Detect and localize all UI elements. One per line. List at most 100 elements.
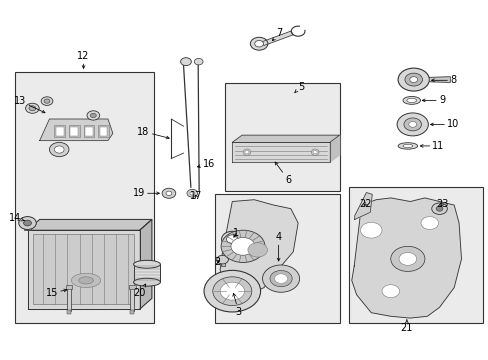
Ellipse shape [243,149,250,156]
Circle shape [162,188,175,198]
Bar [67,288,71,311]
Text: 14: 14 [9,213,24,222]
Bar [67,310,71,314]
Circle shape [44,99,50,103]
Bar [215,194,339,323]
Polygon shape [329,135,339,162]
Circle shape [87,111,100,120]
Circle shape [49,142,69,157]
Text: 1: 1 [233,228,239,238]
Text: 3: 3 [232,293,241,316]
Circle shape [194,58,203,65]
Circle shape [403,118,421,131]
Ellipse shape [311,149,319,156]
Ellipse shape [244,150,248,154]
Text: 18: 18 [137,127,169,139]
Circle shape [397,68,428,91]
Circle shape [25,103,39,113]
Bar [24,224,31,230]
Polygon shape [40,119,113,140]
Polygon shape [220,200,298,297]
Circle shape [230,238,255,255]
Polygon shape [27,230,140,309]
Circle shape [165,191,171,195]
Polygon shape [140,220,152,309]
Circle shape [221,230,264,262]
Circle shape [180,58,191,66]
Circle shape [262,265,299,292]
Polygon shape [354,193,371,220]
Polygon shape [428,77,449,82]
Bar [133,264,160,282]
Circle shape [390,246,424,271]
Circle shape [247,243,267,257]
Bar [348,187,483,323]
Circle shape [431,203,447,215]
Circle shape [420,217,438,229]
Text: 6: 6 [275,162,291,185]
Text: 10: 10 [430,120,458,129]
Circle shape [216,255,228,264]
Bar [65,285,72,289]
Bar [69,126,80,137]
Bar [130,310,134,314]
Bar [98,126,109,137]
Bar [220,260,224,266]
Circle shape [360,222,381,238]
Text: 23: 23 [435,199,447,210]
Text: 4: 4 [275,232,281,261]
Bar [130,288,134,311]
Circle shape [404,73,422,86]
Ellipse shape [402,96,420,104]
Circle shape [226,235,238,243]
Ellipse shape [79,277,93,284]
Ellipse shape [313,150,317,154]
Circle shape [90,113,96,118]
Polygon shape [261,31,293,45]
Polygon shape [351,198,461,318]
Polygon shape [27,220,152,230]
Circle shape [409,77,417,82]
Polygon shape [232,142,329,162]
Circle shape [203,270,260,312]
Text: 9: 9 [422,95,444,105]
Circle shape [221,231,243,247]
Ellipse shape [397,143,417,149]
Bar [54,126,65,137]
Text: 8: 8 [431,75,455,85]
Circle shape [250,37,267,50]
Bar [83,126,94,137]
Text: 12: 12 [77,51,90,68]
Text: 16: 16 [197,159,215,169]
Text: 2: 2 [214,257,221,267]
Text: 7: 7 [272,28,282,41]
Text: 22: 22 [359,199,371,210]
Bar [100,127,107,136]
Circle shape [408,122,416,127]
Text: 11: 11 [420,141,444,151]
Bar [129,285,136,289]
Ellipse shape [402,144,412,148]
Circle shape [186,189,197,197]
Circle shape [220,282,244,300]
Text: 5: 5 [294,82,304,93]
Bar [85,127,93,136]
Circle shape [396,113,427,136]
Circle shape [254,41,263,47]
Ellipse shape [133,260,160,268]
Bar [56,127,63,136]
Text: 21: 21 [400,320,412,333]
Circle shape [398,252,416,265]
Ellipse shape [406,98,416,103]
Text: 17: 17 [189,191,202,201]
Polygon shape [232,135,339,142]
Text: 15: 15 [45,288,67,298]
Circle shape [381,285,399,298]
Bar [70,127,78,136]
Bar [224,83,339,191]
Bar [33,234,134,304]
Circle shape [435,206,442,211]
Circle shape [212,277,251,306]
Circle shape [23,220,31,226]
Circle shape [19,217,36,229]
